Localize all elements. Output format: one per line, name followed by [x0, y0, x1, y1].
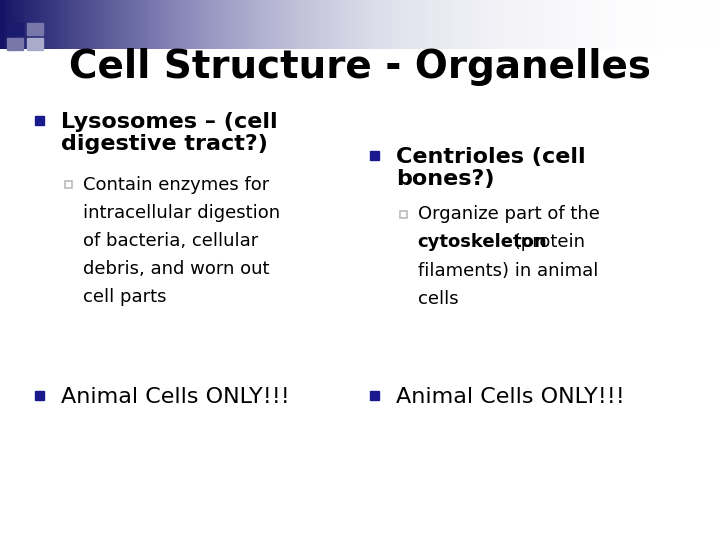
- Text: cell parts: cell parts: [83, 288, 166, 306]
- Text: Organize part of the: Organize part of the: [418, 205, 600, 224]
- Text: cytoskeleton: cytoskeleton: [418, 233, 547, 252]
- Text: Centrioles (cell: Centrioles (cell: [396, 146, 585, 167]
- Bar: [400, 211, 407, 218]
- Bar: [27, 38, 43, 50]
- Bar: [27, 23, 43, 35]
- Text: Contain enzymes for: Contain enzymes for: [83, 176, 269, 194]
- Text: Animal Cells ONLY!!!: Animal Cells ONLY!!!: [396, 387, 625, 407]
- Text: Animal Cells ONLY!!!: Animal Cells ONLY!!!: [61, 387, 290, 407]
- Text: of bacteria, cellular: of bacteria, cellular: [83, 232, 258, 250]
- Text: Cell Structure - Organelles: Cell Structure - Organelles: [69, 49, 651, 86]
- Bar: [35, 391, 45, 401]
- Bar: [65, 181, 72, 188]
- Bar: [370, 391, 379, 401]
- Text: filaments) in animal: filaments) in animal: [418, 261, 598, 280]
- Text: digestive tract?): digestive tract?): [61, 134, 268, 154]
- Bar: [370, 151, 379, 160]
- Text: bones?): bones?): [396, 169, 495, 189]
- Text: intracellular digestion: intracellular digestion: [83, 204, 280, 222]
- Bar: [7, 38, 23, 50]
- Text: Lysosomes – (cell: Lysosomes – (cell: [61, 111, 278, 132]
- Text: (protein: (protein: [508, 233, 585, 252]
- Bar: [7, 23, 23, 35]
- Bar: [35, 116, 45, 125]
- Text: debris, and worn out: debris, and worn out: [83, 260, 269, 278]
- Text: cells: cells: [418, 289, 458, 308]
